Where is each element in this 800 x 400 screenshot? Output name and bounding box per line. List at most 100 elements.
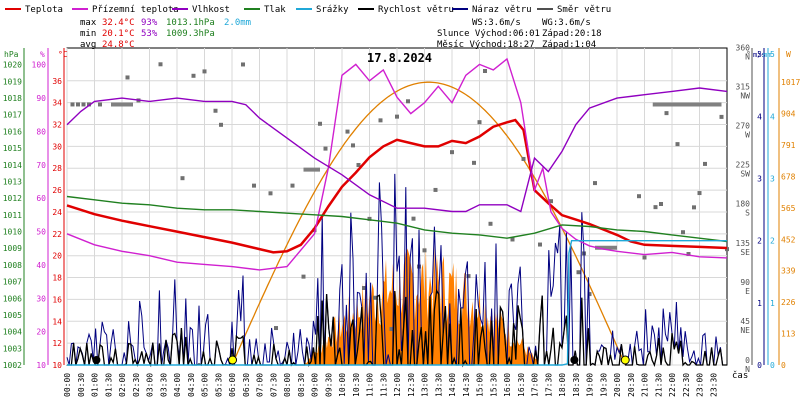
sun-marker — [620, 355, 630, 365]
x-tick-label: 06:00 — [228, 373, 237, 397]
wind-direction-point — [587, 292, 592, 297]
stat-max-rain: 2.0mm — [224, 18, 251, 28]
wind-direction-point — [274, 326, 278, 331]
series-line-Přízemní teplota — [66, 57, 728, 271]
wind-speed-tick-label: 1 — [757, 299, 762, 308]
temperature-tick-label: 28 — [52, 164, 62, 173]
rain-tick-label: 1 — [770, 299, 775, 308]
stat-min-hum: 53% — [141, 29, 158, 39]
wind-direction-point — [301, 274, 306, 279]
x-tick-label: 18:00 — [558, 373, 567, 397]
humidity-tick-label: 70 — [36, 161, 46, 170]
info-sun-rise: Slunce Východ:06:01 — [437, 29, 540, 39]
temperature-tick-label: 12 — [52, 339, 62, 348]
series-line-Tlak — [66, 195, 728, 243]
wind-direction-point — [472, 160, 476, 165]
radiation-unit-label: W — [786, 50, 791, 59]
x-tick-label: 19:00 — [586, 373, 595, 397]
x-tick-label: 21:30 — [654, 373, 663, 397]
wind-direction-point — [483, 69, 487, 74]
wind-speed-unit-label: m/s — [753, 51, 766, 59]
humidity-tick-label: 80 — [36, 127, 46, 136]
pressure-tick-label: 1004 — [3, 328, 22, 337]
stat-max-hum: 93% — [141, 18, 158, 28]
wind-direction-point — [367, 216, 372, 221]
wind-direction-point — [180, 176, 185, 181]
pressure-tick-label: 1012 — [3, 194, 22, 203]
wind-direction-point — [411, 216, 416, 221]
wind-speed-tick-label: 3 — [757, 175, 762, 184]
x-tick-label: 15:30 — [489, 373, 498, 397]
x-tick-label: 16:30 — [517, 373, 526, 397]
pressure-tick-label: 1017 — [3, 111, 22, 120]
axes: 00:00 00:30 01:00 01:30 02:00 02:30 03:00 03:30… — [3, 43, 800, 397]
x-tick-label: 23:30 — [709, 373, 718, 397]
rain-tick-label: 0 — [770, 361, 775, 370]
wind-direction-point — [433, 187, 438, 192]
stat-max-temp: 32.4°C — [102, 18, 135, 28]
radiation-tick-label: 452 — [781, 235, 796, 244]
radiation-tick-label: 565 — [781, 204, 796, 213]
x-tick-label: 13:00 — [421, 373, 430, 397]
pressure-tick-label: 1014 — [3, 161, 22, 170]
wind-direction-point — [417, 264, 421, 269]
pressure-tick-label: 1009 — [3, 244, 22, 253]
pressure-tick-label: 1013 — [3, 177, 22, 186]
stat-min-label: min — [80, 29, 96, 39]
wind-direction-point — [549, 199, 553, 204]
wind-direction-point — [87, 102, 91, 107]
pressure-tick-label: 1008 — [3, 261, 22, 270]
x-tick-label: 12:30 — [407, 373, 416, 397]
radiation-tick-label: 1017 — [781, 78, 800, 87]
wind-direction-point — [290, 183, 295, 188]
wind-direction-point — [642, 255, 647, 260]
info-ws: WS:3.6m/s — [472, 18, 521, 28]
radiation-tick-label: 678 — [781, 172, 796, 181]
wind-direction-point — [125, 75, 130, 80]
x-tick-label: 15:00 — [476, 373, 485, 397]
wind-direction-point — [719, 114, 724, 119]
rain-tick-label: 3 — [770, 175, 775, 184]
wind-speed-tick-label: 0 — [757, 361, 762, 370]
wind-dir-tick-label: 0 — [745, 356, 750, 365]
wind-direction-point — [538, 242, 542, 247]
humidity-tick-label: 90 — [36, 94, 46, 103]
x-tick-label: 20:00 — [613, 373, 622, 397]
humidity-tick-label: 30 — [36, 294, 46, 303]
wind-direction-point — [477, 120, 482, 125]
x-tick-label: 16:00 — [503, 373, 512, 397]
wind-direction-point — [659, 201, 663, 206]
x-tick-label: 18:30 — [572, 373, 581, 397]
info-sun-set: Západ:20:18 — [542, 29, 602, 39]
wind-direction-point — [653, 205, 658, 210]
wind-dir-tick-label: 315 — [736, 82, 751, 91]
radiation-tick-label: 791 — [781, 141, 796, 150]
pressure-tick-label: 1019 — [3, 77, 22, 86]
x-tick-label: 01:00 — [91, 373, 100, 397]
x-tick-label: 08:30 — [297, 373, 306, 397]
humidity-tick-label: 20 — [36, 328, 46, 337]
wind-dir-compass-label: S — [745, 209, 750, 218]
stat-min-press: 1009.3hPa — [166, 29, 215, 39]
wind-dir-tick-label: 180 — [736, 200, 751, 209]
pressure-tick-label: 1003 — [3, 344, 22, 353]
wind-dir-compass-label: SW — [740, 170, 750, 179]
x-tick-label: 21:00 — [641, 373, 650, 397]
info-wg: WG:3.6m/s — [542, 18, 591, 28]
x-tick-label: 11:00 — [366, 373, 375, 397]
x-tick-label: 01:30 — [104, 373, 113, 397]
wind-direction-point — [389, 326, 394, 331]
temperature-tick-label: 36 — [52, 77, 62, 86]
x-tick-label: 03:30 — [159, 373, 168, 397]
wind-direction-point — [158, 62, 163, 67]
x-tick-label: 11:30 — [379, 373, 388, 397]
wind-direction-point — [675, 142, 680, 147]
wind-direction-point — [378, 118, 383, 123]
temperature-tick-label: 24 — [52, 208, 62, 217]
x-tick-label: 05:30 — [214, 373, 223, 397]
wind-direction-point — [351, 143, 355, 148]
x-tick-label: 23:00 — [696, 373, 705, 397]
wind-direction-point — [241, 62, 245, 67]
wind-direction-point — [664, 111, 669, 116]
temperature-tick-label: 10 — [52, 361, 62, 370]
